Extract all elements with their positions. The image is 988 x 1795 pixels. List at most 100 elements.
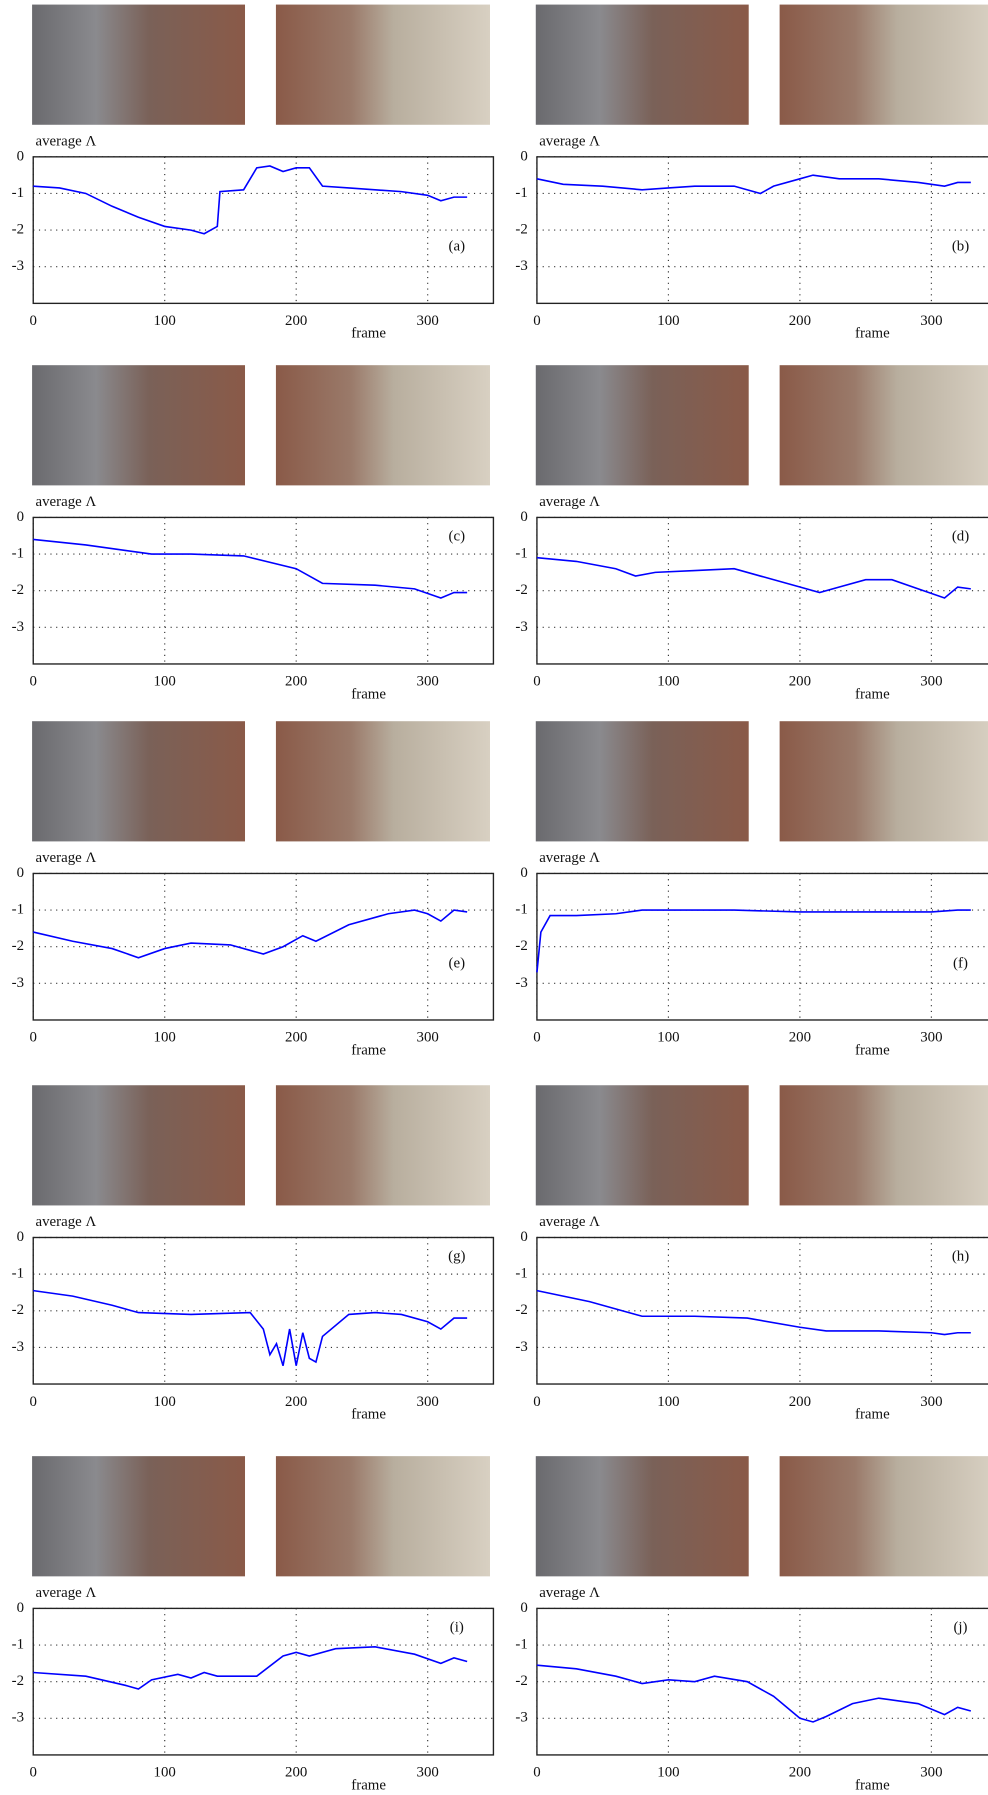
y-tick-label: -1 [515,1266,527,1282]
y-tick-label: -3 [515,1710,527,1726]
x-tick-label: 0 [30,1394,37,1410]
photo [780,365,988,485]
y-tick-label: -2 [515,222,527,238]
x-tick-label: 0 [30,313,37,329]
y-tick-label: -1 [515,545,527,561]
panel-label: (h) [952,1248,969,1264]
photo [276,721,490,841]
y-tick-label: -1 [515,1636,527,1652]
x-tick-label: 0 [533,1030,540,1046]
x-tick-label: 200 [285,1765,307,1781]
x-tick-label: 0 [533,674,540,690]
photo [276,1085,490,1205]
panel-label: (j) [953,1619,967,1635]
photo [276,365,490,485]
data-line [33,166,467,234]
y-axis-label: average Λ [36,850,97,866]
photo [780,1085,988,1205]
x-tick-label: 100 [657,1394,679,1410]
plot-frame [537,1237,988,1384]
panel-label: (g) [448,1248,465,1264]
y-tick-label: -2 [12,938,24,954]
data-line [537,910,971,972]
y-tick-label: -2 [12,222,24,238]
panel-label: (a) [449,239,466,255]
x-axis-label: frame [351,686,386,702]
photo [32,1456,245,1576]
x-tick-label: 300 [417,313,439,329]
y-tick-label: -3 [12,975,24,991]
y-tick-label: -1 [515,902,527,918]
x-tick-label: 200 [789,674,811,690]
y-axis-label: average Λ [36,1214,97,1230]
x-tick-label: 300 [417,1765,439,1781]
page: {"chart_data": [ {"type": "line", "label… [0,0,988,1795]
y-tick-label: 0 [17,865,24,881]
photo [536,1456,749,1576]
x-tick-label: 300 [920,1030,942,1046]
y-tick-label: -1 [12,545,24,561]
panel-label: (d) [952,528,969,544]
photo [780,721,988,841]
y-axis-label: average Λ [539,494,600,510]
y-tick-label: -2 [515,582,527,598]
x-tick-label: 100 [154,1765,176,1781]
y-tick-label: -1 [12,1636,24,1652]
photo [536,365,749,485]
photo [32,365,245,485]
y-tick-label: -3 [515,258,527,274]
x-tick-label: 200 [285,674,307,690]
y-tick-label: -3 [12,1710,24,1726]
plot-frame [537,1608,988,1755]
photo [32,1085,245,1205]
y-tick-label: -2 [515,1673,527,1689]
y-tick-label: -2 [515,1302,527,1318]
x-tick-label: 100 [657,674,679,690]
y-tick-label: 0 [520,865,527,881]
x-tick-label: 0 [30,674,37,690]
data-line [537,1291,971,1335]
photo [32,5,245,125]
y-tick-label: -3 [12,258,24,274]
x-axis-label: frame [351,326,386,342]
y-axis-label: average Λ [539,133,600,149]
y-tick-label: -2 [12,1302,24,1318]
y-tick-label: -1 [12,185,24,201]
x-tick-label: 0 [533,1394,540,1410]
panel-label: (b) [952,239,969,255]
x-tick-label: 100 [657,1765,679,1781]
x-tick-label: 200 [285,1030,307,1046]
panel-label: (c) [449,528,466,544]
x-tick-label: 200 [789,1030,811,1046]
photo [780,1456,988,1576]
x-axis-label: frame [855,1777,890,1793]
x-tick-label: 100 [657,313,679,329]
x-tick-label: 200 [285,1394,307,1410]
x-tick-label: 300 [417,1394,439,1410]
x-tick-label: 100 [657,1030,679,1046]
x-tick-label: 0 [533,1765,540,1781]
y-axis-label: average Λ [539,1214,600,1230]
x-tick-label: 300 [417,1030,439,1046]
photo [780,5,988,125]
x-tick-label: 0 [30,1030,37,1046]
x-tick-label: 300 [920,1765,942,1781]
x-tick-label: 0 [30,1765,37,1781]
data-line [537,1665,971,1722]
x-axis-label: frame [351,1406,386,1422]
y-tick-label: 0 [17,1600,24,1616]
x-axis-label: frame [351,1777,386,1793]
y-tick-label: 0 [520,1600,527,1616]
x-tick-label: 300 [920,313,942,329]
x-tick-label: 100 [154,1030,176,1046]
y-tick-label: 0 [520,148,527,164]
data-line [537,558,971,598]
data-line [33,539,467,598]
x-axis-label: frame [855,1042,890,1058]
data-line [33,1647,467,1689]
y-tick-label: 0 [17,1229,24,1245]
photo [32,721,245,841]
x-tick-label: 300 [920,1394,942,1410]
y-tick-label: 0 [520,509,527,525]
y-tick-label: -3 [515,1339,527,1355]
